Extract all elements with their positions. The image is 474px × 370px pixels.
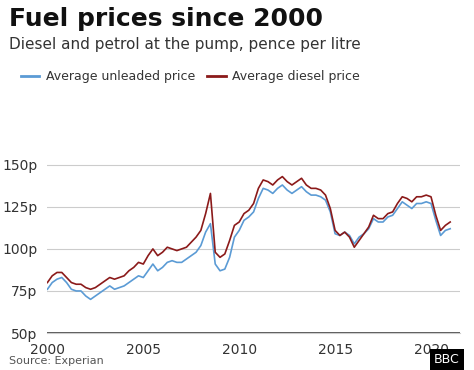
Text: Source: Experian: Source: Experian — [9, 356, 104, 366]
Legend: Average unleaded price, Average diesel price: Average unleaded price, Average diesel p… — [16, 65, 365, 88]
Text: Fuel prices since 2000: Fuel prices since 2000 — [9, 7, 323, 31]
Text: Diesel and petrol at the pump, pence per litre: Diesel and petrol at the pump, pence per… — [9, 37, 361, 52]
Text: BBC: BBC — [434, 353, 460, 366]
